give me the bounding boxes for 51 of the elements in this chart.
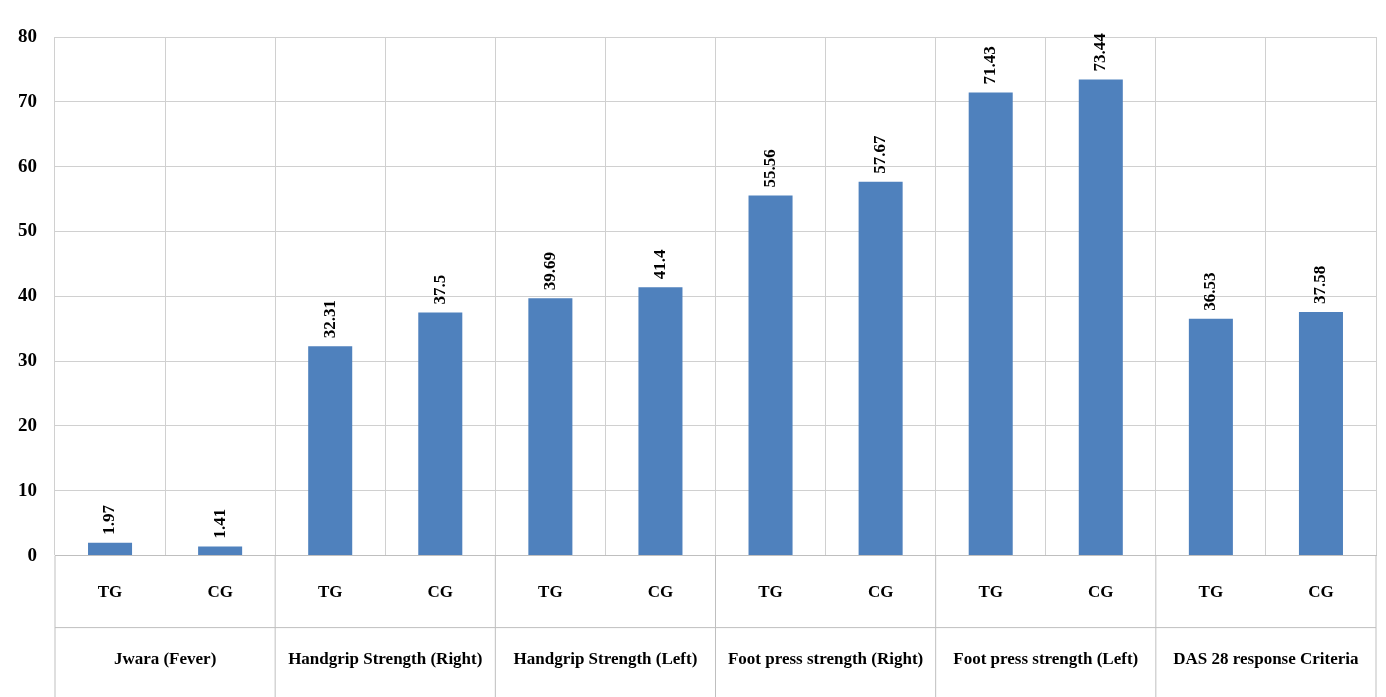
x-tick-label: TG: [538, 582, 563, 602]
x-tick-label: CG: [1088, 582, 1114, 602]
bar: [1298, 311, 1343, 556]
data-label: 37.5: [429, 274, 449, 305]
x-tick-label: CG: [1308, 582, 1334, 602]
data-label: 41.4: [649, 248, 669, 280]
y-tick-label: 30: [18, 349, 37, 371]
x-tick-label: TG: [1198, 582, 1224, 602]
data-label: 39.69: [539, 252, 559, 291]
data-label: 57.67: [870, 135, 890, 174]
y-tick-label: 80: [18, 24, 37, 46]
data-label: 32.31: [319, 299, 339, 339]
data-label: 71.43: [980, 46, 1000, 85]
bar: [968, 92, 1013, 556]
data-label: 55.56: [759, 149, 779, 188]
bar: [858, 181, 903, 556]
text: Jwara (Fever): [113, 648, 217, 668]
text: Handgrip Strength (Right): [288, 648, 483, 668]
bar: [198, 546, 243, 556]
data-label: 73.44: [1090, 32, 1110, 72]
data-label: 1.97: [99, 504, 119, 535]
x-tick-label: TG: [978, 582, 1003, 602]
y-tick-label: 70: [18, 89, 37, 111]
data-label: 36.53: [1200, 272, 1220, 311]
bar: [638, 287, 683, 556]
text: Foot press strength (Right): [727, 648, 924, 668]
x-tick-label: CG: [427, 582, 454, 602]
data-label: 1.41: [209, 508, 229, 539]
x-tick-label: TG: [758, 582, 783, 602]
y-tick-label: 40: [18, 284, 37, 306]
text: DAS 28 response Criteria: [1173, 648, 1360, 668]
bar: [1078, 79, 1123, 556]
bar: [528, 298, 573, 556]
y-tick-label: 10: [18, 478, 37, 500]
x-tick-label: CG: [647, 582, 674, 602]
x-tick-label: TG: [97, 582, 123, 602]
x-tick-label: TG: [317, 582, 343, 602]
y-tick-label: 60: [18, 154, 37, 176]
bar: [418, 312, 463, 556]
bar: [88, 542, 133, 556]
text: Foot press strength (Left): [953, 648, 1139, 668]
y-tick-label: 20: [18, 413, 37, 435]
x-tick-label: CG: [867, 582, 894, 602]
bar: [748, 195, 793, 556]
x-tick-label: CG: [207, 582, 233, 602]
bar: [308, 346, 353, 556]
text: Handgrip Strength (Left): [513, 648, 698, 668]
data-label: 37.58: [1310, 265, 1330, 304]
y-tick-label: 50: [18, 219, 37, 241]
bar: [1188, 318, 1233, 556]
y-tick-label: 0: [27, 543, 37, 565]
